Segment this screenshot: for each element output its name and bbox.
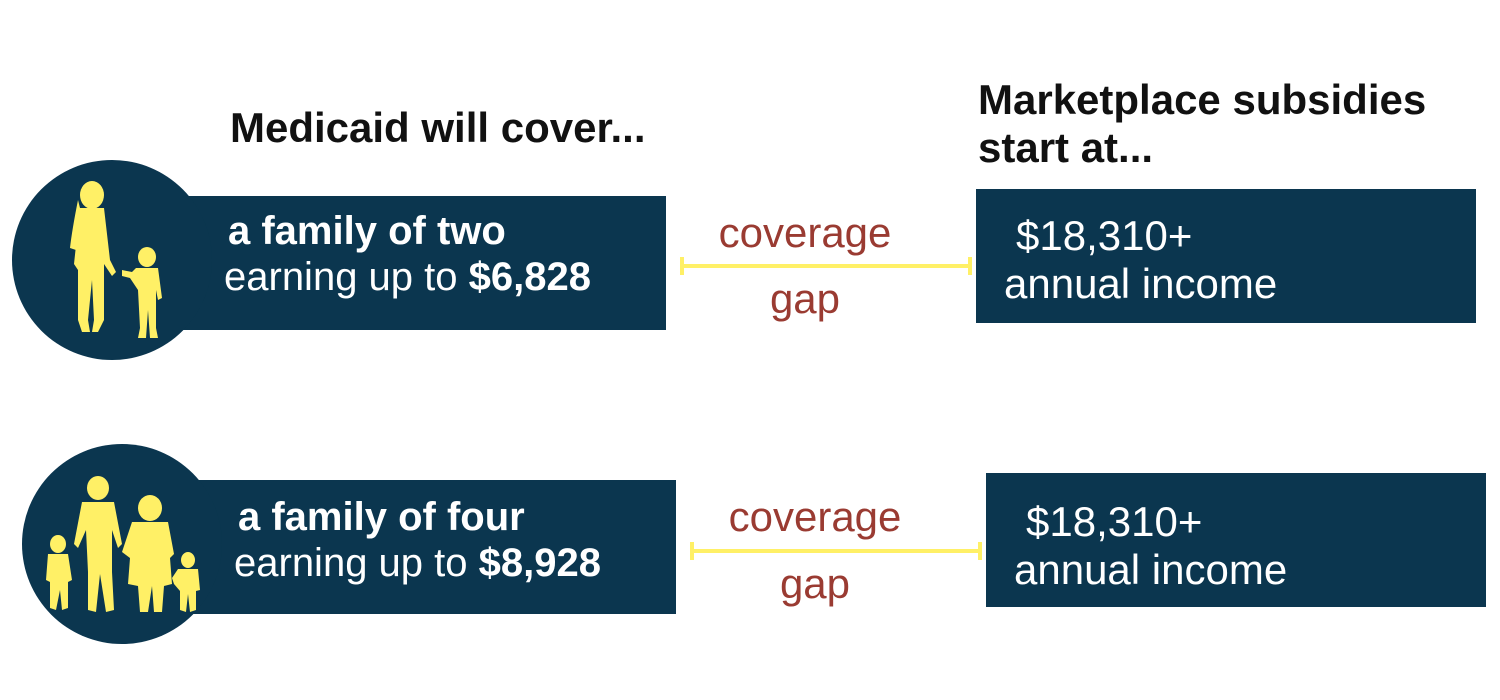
family-label: a family of two bbox=[228, 209, 506, 253]
subsidy-box-family-four: $18,310+ annual income bbox=[986, 473, 1486, 607]
family-of-four-silhouette-icon bbox=[46, 476, 200, 612]
earning-prefix: earning up to bbox=[224, 255, 458, 299]
subsidy-box-family-two: $18,310+ annual income bbox=[976, 189, 1476, 323]
earning-text: earning up to $8,928 bbox=[234, 540, 601, 586]
earning-limit: $8,928 bbox=[478, 541, 601, 585]
coverage-gap-label-bottom: gap bbox=[779, 560, 851, 607]
earning-limit: $6,828 bbox=[468, 255, 591, 299]
subsidy-desc: annual income bbox=[1004, 260, 1278, 307]
subsidy-amount: $18,310+ bbox=[1026, 498, 1203, 545]
earning-text: earning up to $6,828 bbox=[224, 254, 591, 300]
medicaid-box-family-two: a family of two earning up to $6,828 bbox=[150, 196, 666, 330]
coverage-gap-label-bottom: gap bbox=[769, 275, 841, 322]
subsidy-amount: $18,310+ bbox=[1016, 212, 1193, 259]
family-four-circle bbox=[22, 444, 222, 644]
parent-and-child-silhouette-icon bbox=[70, 181, 162, 338]
family-two-circle bbox=[12, 160, 212, 360]
coverage-gap-label-top: coverage bbox=[728, 493, 902, 540]
medicaid-box-family-four: a family of four earning up to $8,928 bbox=[160, 480, 676, 614]
coverage-gap-label-top: coverage bbox=[718, 209, 892, 256]
medicaid-heading: Medicaid will cover... bbox=[230, 104, 646, 151]
subsidy-desc: annual income bbox=[1014, 546, 1288, 593]
family-label: a family of four bbox=[238, 495, 525, 539]
marketplace-heading: Marketplace subsidies start at... bbox=[978, 76, 1427, 171]
coverage-gap-line bbox=[680, 257, 972, 275]
coverage-gap-line bbox=[690, 542, 982, 560]
earning-prefix: earning up to bbox=[234, 541, 468, 585]
